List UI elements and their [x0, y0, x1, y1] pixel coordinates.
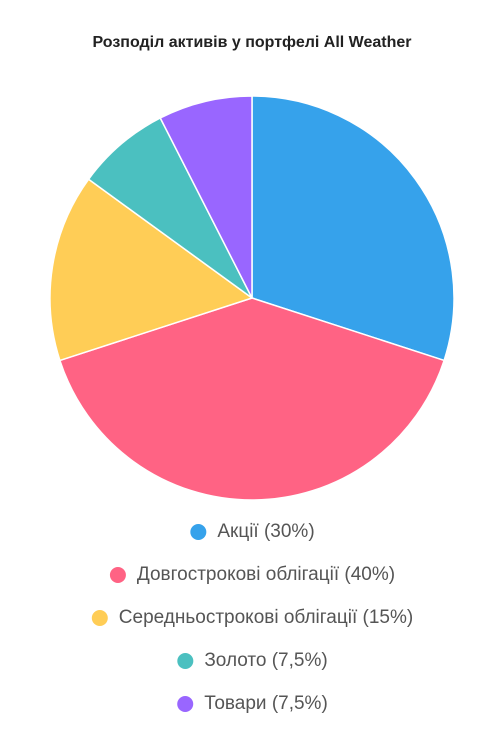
chart-title: Розподіл активів у портфелі All Weather: [92, 34, 411, 51]
legend-label: Золото (7,5%): [204, 650, 327, 671]
legend-label: Середньострокові облігації (15%): [119, 607, 413, 628]
pie-slice: [87, 117, 253, 299]
pie-slice: [49, 178, 254, 362]
legend-label: Довгострокові облігації (40%): [137, 564, 395, 585]
pie-slice: [58, 297, 446, 501]
legend-marker: [91, 610, 108, 626]
legend-marker: [177, 653, 194, 669]
legend-label: Товари (7,5%): [204, 693, 328, 714]
legend-marker: [109, 567, 126, 583]
pie-slice: [251, 95, 455, 362]
pie-slice: [159, 95, 253, 299]
legend-marker: [190, 524, 207, 540]
legend-marker: [177, 696, 194, 712]
legend-label: Акції (30%): [217, 521, 314, 542]
